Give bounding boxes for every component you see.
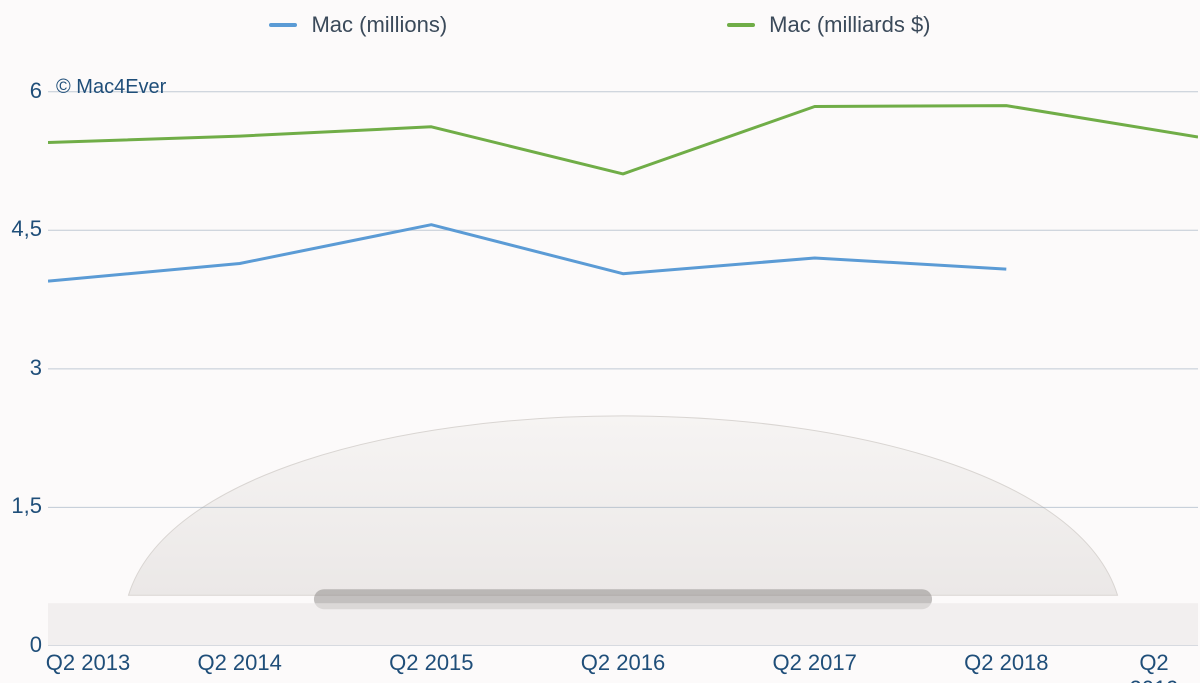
x-tick-label: Q2 2016 bbox=[581, 650, 665, 676]
legend-swatch-millions bbox=[269, 23, 297, 27]
x-tick-label: Q2 2019 bbox=[1130, 650, 1179, 683]
series-line-millions bbox=[48, 225, 1006, 281]
legend: Mac (millions) Mac (milliards $) bbox=[0, 12, 1200, 38]
watermark: © Mac4Ever bbox=[56, 76, 166, 99]
mac-sales-chart: Mac (millions) Mac (milliards $) © Mac4E… bbox=[0, 0, 1200, 683]
legend-label-millions: Mac (millions) bbox=[311, 12, 447, 38]
series-line-milliards bbox=[48, 106, 1198, 174]
x-tick-label: Q2 2015 bbox=[389, 650, 473, 676]
y-tick-label: 4,5 bbox=[2, 216, 42, 242]
y-tick-label: 0 bbox=[2, 632, 42, 658]
x-tick-label: Q2 2017 bbox=[772, 650, 856, 676]
legend-label-milliards: Mac (milliards $) bbox=[769, 12, 930, 38]
legend-item-milliards: Mac (milliards $) bbox=[727, 12, 930, 38]
y-tick-label: 6 bbox=[2, 78, 42, 104]
legend-item-millions: Mac (millions) bbox=[269, 12, 447, 38]
y-tick-label: 3 bbox=[2, 355, 42, 381]
x-tick-label: Q2 2013 bbox=[46, 650, 130, 676]
x-tick-label: Q2 2014 bbox=[197, 650, 281, 676]
legend-swatch-milliards bbox=[727, 23, 755, 27]
plot-area bbox=[48, 64, 1198, 646]
x-tick-label: Q2 2018 bbox=[964, 650, 1048, 676]
y-tick-label: 1,5 bbox=[2, 493, 42, 519]
plot-svg bbox=[48, 64, 1198, 646]
